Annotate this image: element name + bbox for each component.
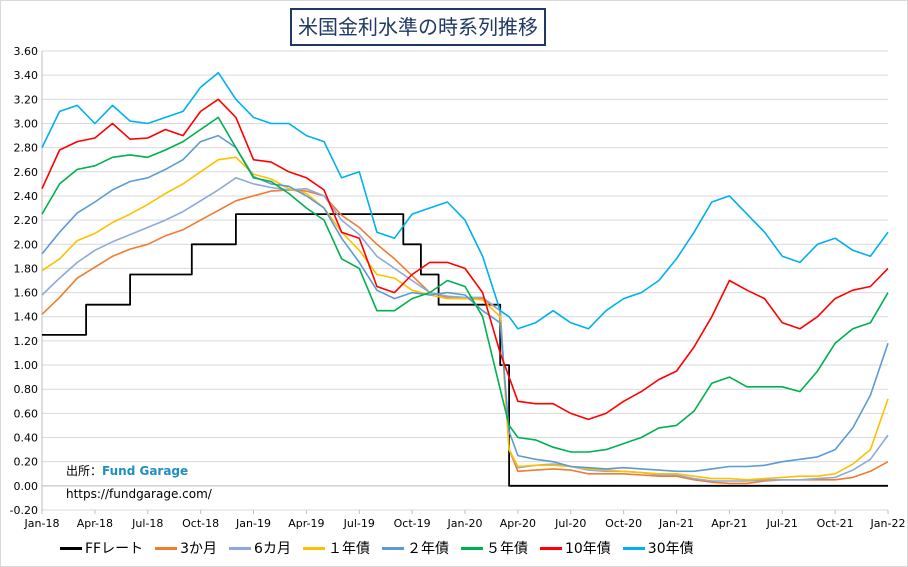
- legend-swatch: [60, 546, 82, 550]
- x-tick-label: Oct-21: [817, 517, 854, 530]
- x-tick-label: Jul-20: [554, 517, 586, 530]
- y-tick-label: 2.40: [14, 190, 39, 203]
- x-tick-label: Oct-20: [605, 517, 642, 530]
- y-tick-label: 0.60: [14, 407, 39, 420]
- x-tick-label: Apr-21: [711, 517, 747, 530]
- legend-item: FFレート: [60, 538, 143, 558]
- legend-swatch: [229, 546, 252, 550]
- x-tick-label: Apr-19: [288, 517, 324, 530]
- x-tick-label: Jan-21: [658, 517, 694, 530]
- y-tick-label: 2.60: [14, 166, 39, 179]
- y-tick-label: 3.40: [14, 69, 39, 82]
- source-annotation: 出所： Fund Garage https://fundgarage.com/: [66, 462, 212, 501]
- y-tick-label: 1.40: [14, 311, 39, 324]
- legend: FFレート 3か月 6カ月 １年債 ２年債 ５年債 10年債 30年債: [60, 538, 880, 558]
- legend-item: ５年債: [460, 538, 528, 558]
- legend-swatch: [539, 546, 562, 550]
- y-tick-label: 0.40: [14, 432, 39, 445]
- x-tick-label: Jul-21: [766, 517, 798, 530]
- x-tick-label: Jan-22: [870, 517, 906, 530]
- y-tick-label: 0.00: [14, 480, 39, 493]
- y-tick-label: 2.20: [14, 214, 39, 227]
- plot-area: [42, 51, 888, 510]
- y-tick-label: 1.20: [14, 335, 39, 348]
- source-name: Fund Garage: [102, 464, 189, 478]
- legend-item: 30年債: [622, 538, 694, 558]
- legend-item: 3か月: [155, 538, 217, 558]
- y-tick-label: 0.80: [14, 383, 39, 396]
- y-tick-label: 1.00: [14, 359, 39, 372]
- y-tick-label: -0.20: [10, 504, 38, 517]
- x-tick-label: Apr-18: [77, 517, 113, 530]
- x-tick-label: Oct-18: [182, 517, 219, 530]
- legend-label: 6カ月: [254, 541, 291, 557]
- x-tick-label: Apr-20: [500, 517, 536, 530]
- legend-label: １年債: [327, 541, 370, 557]
- y-tick-label: 2.80: [14, 142, 39, 155]
- y-tick-label: 3.20: [14, 93, 39, 106]
- legend-swatch: [155, 546, 178, 550]
- series-line-10年債: [41, 98, 889, 421]
- legend-swatch: [381, 546, 404, 550]
- legend-label: 3か月: [180, 541, 218, 557]
- y-tick-label: 1.80: [14, 262, 39, 275]
- x-tick-label: Jul-18: [131, 517, 163, 530]
- series-line-6カ月: [41, 177, 889, 482]
- legend-label: FFレート: [85, 541, 144, 557]
- series-line-FFレート: [42, 213, 888, 487]
- legend-label: ５年債: [485, 541, 528, 557]
- series-line-５年債: [41, 116, 889, 453]
- y-tick-label: 3.00: [14, 117, 39, 130]
- legend-item: 10年債: [539, 538, 611, 558]
- source-row: 出所： Fund Garage: [66, 462, 212, 479]
- legend-item: １年債: [302, 538, 370, 558]
- legend-label: 30年債: [647, 541, 694, 557]
- legend-item: ２年債: [381, 538, 449, 558]
- legend-swatch: [622, 546, 645, 550]
- x-tick-label: Oct-19: [394, 517, 431, 530]
- y-tick-label: 3.60: [14, 45, 39, 58]
- series-line-30年債: [41, 71, 889, 330]
- source-url: https://fundgarage.com/: [66, 487, 212, 501]
- y-tick-label: 1.60: [14, 287, 39, 300]
- legend-label: 10年債: [564, 541, 611, 557]
- legend-label: ２年債: [406, 541, 449, 557]
- x-tick-label: Jul-19: [343, 517, 375, 530]
- legend-item: 6カ月: [229, 538, 291, 558]
- x-tick-label: Jan-19: [235, 517, 271, 530]
- legend-swatch: [302, 546, 325, 550]
- source-label: 出所：: [66, 464, 103, 478]
- chart-title: 米国金利水準の時系列推移: [290, 8, 546, 46]
- legend-swatch: [460, 546, 483, 550]
- y-tick-label: 0.20: [14, 456, 39, 469]
- x-tick-label: Jan-18: [24, 517, 60, 530]
- series-line-１年債: [41, 156, 889, 481]
- x-tick-label: Jan-20: [447, 517, 483, 530]
- y-tick-label: 2.00: [14, 238, 39, 251]
